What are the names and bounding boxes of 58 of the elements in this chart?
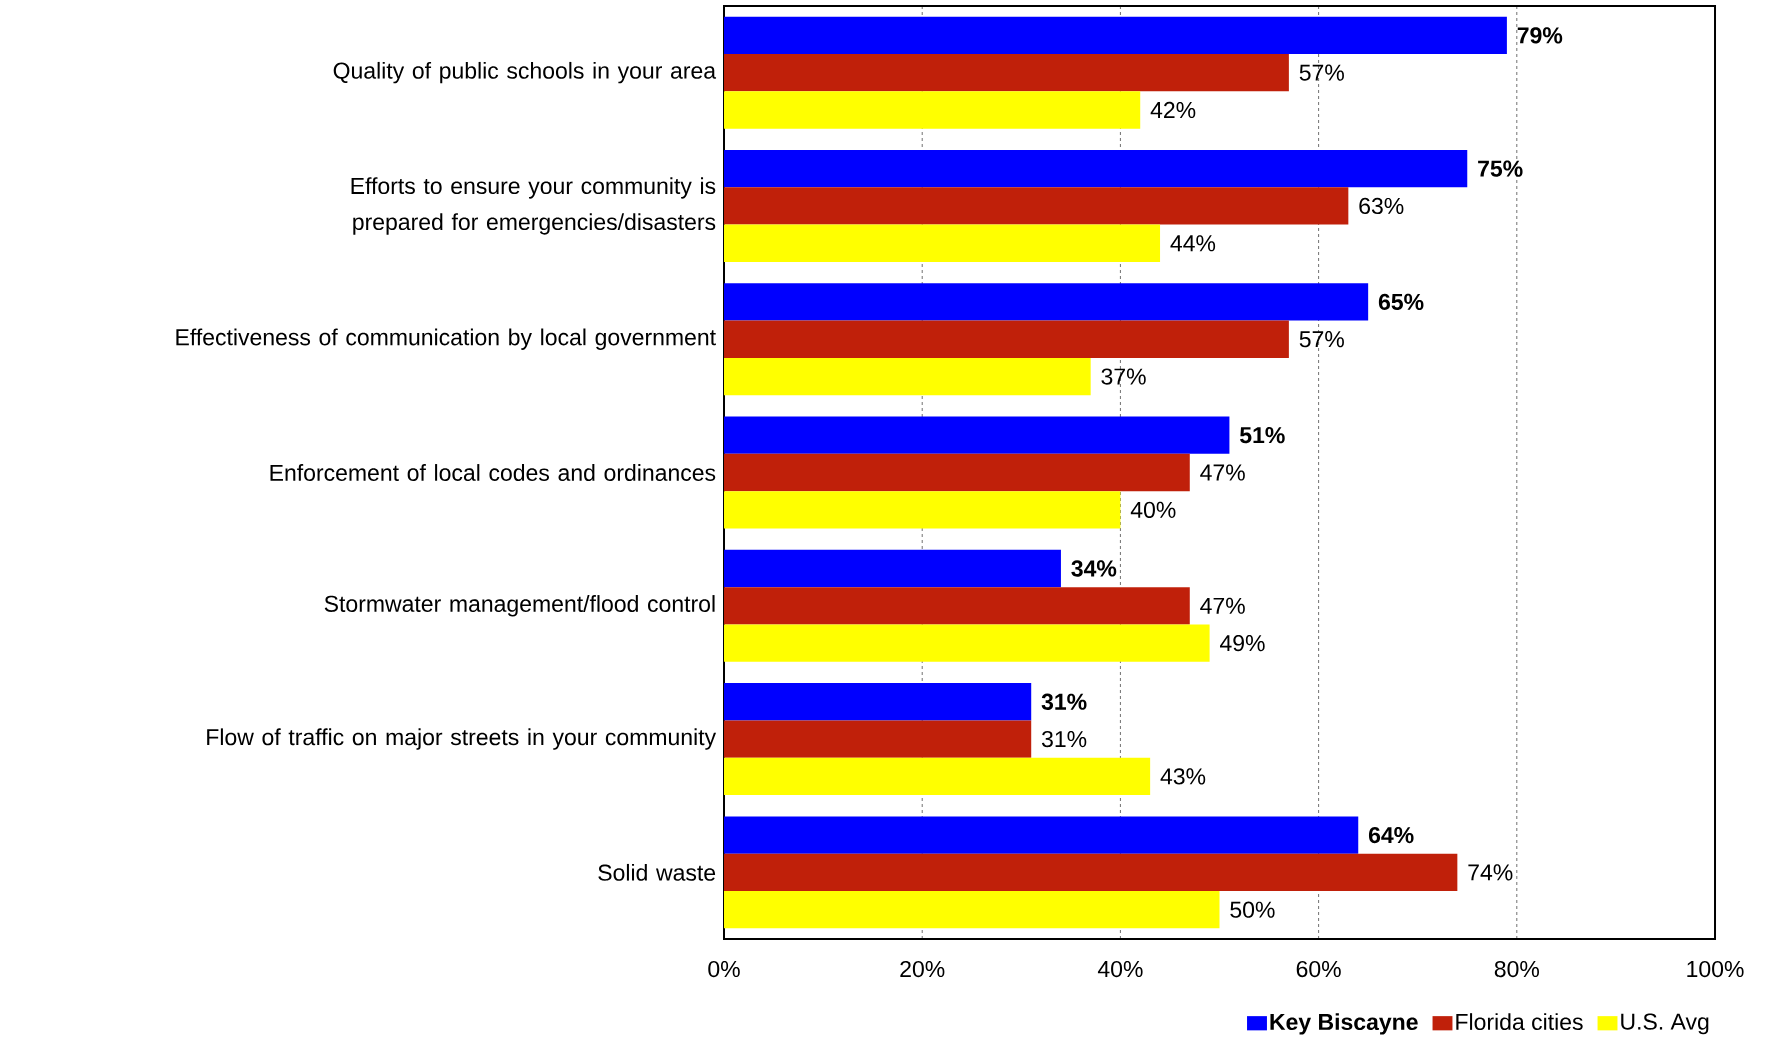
bar <box>724 624 1210 662</box>
x-tick-label: 40% <box>1097 960 1143 978</box>
bar <box>724 320 1289 358</box>
x-tick-label: 60% <box>1296 960 1341 978</box>
data-label: 49% <box>1220 634 1265 652</box>
y-tick-label: Stormwater management/flood control <box>324 595 715 617</box>
bar <box>724 187 1349 225</box>
bar <box>724 453 1190 492</box>
data-label: 37% <box>1101 368 1146 385</box>
bar <box>724 891 1220 929</box>
x-tick-label: 20% <box>900 960 945 978</box>
bar <box>724 357 1091 396</box>
bar <box>724 91 1141 129</box>
bar <box>724 149 1468 188</box>
data-label: 44% <box>1170 235 1216 252</box>
x-tick-label: 0% <box>708 960 740 978</box>
legend-label: Key Biscayne <box>1270 1013 1418 1035</box>
data-label: 50% <box>1230 901 1275 918</box>
y-tick-label: Effectiveness of communication by local government <box>176 328 716 350</box>
x-tick-label: 100% <box>1687 960 1744 978</box>
data-label: 34% <box>1071 560 1117 577</box>
bar <box>724 416 1230 454</box>
data-label: 31% <box>1041 693 1087 710</box>
data-label: 64% <box>1368 826 1414 844</box>
data-label: 79% <box>1517 27 1563 44</box>
y-tick-label: Flow of traffic on major streets in your community <box>207 728 717 750</box>
bar <box>724 549 1061 588</box>
data-label: 47% <box>1200 464 1245 481</box>
data-label: 57% <box>1299 331 1344 348</box>
bar <box>724 853 1458 892</box>
data-label: 47% <box>1200 597 1245 614</box>
bar <box>724 491 1121 529</box>
x-tick-label: 80% <box>1494 960 1539 978</box>
data-label: 31% <box>1041 730 1087 748</box>
data-label: 40% <box>1130 501 1176 518</box>
data-label: 57% <box>1299 64 1344 81</box>
data-label: 43% <box>1160 768 1206 785</box>
data-label: 65% <box>1378 293 1424 311</box>
legend-label: U.S. Avg <box>1621 1013 1709 1035</box>
bar <box>724 720 1032 758</box>
data-label: 51% <box>1239 427 1285 444</box>
data-label: 42% <box>1150 101 1196 119</box>
bar <box>724 224 1161 262</box>
bar <box>724 683 1032 721</box>
bar <box>724 816 1359 854</box>
bar <box>724 53 1289 92</box>
data-label: 74% <box>1468 864 1513 881</box>
bar <box>724 587 1190 625</box>
y-tick-label: Solid waste <box>598 863 716 881</box>
y-tick-label: Enforcement of local codes and ordinances <box>270 464 716 481</box>
bar <box>724 283 1369 321</box>
bar <box>724 16 1507 54</box>
data-label: 75% <box>1478 160 1523 177</box>
bar <box>724 757 1151 796</box>
legend-label: Florida cities <box>1456 1013 1583 1031</box>
data-label: 63% <box>1359 197 1404 215</box>
y-tick-label: Quality of public schools in your area <box>333 61 717 84</box>
y-tick-label: Efforts to ensure your community is prepared for emergencies/disasters <box>351 177 716 235</box>
